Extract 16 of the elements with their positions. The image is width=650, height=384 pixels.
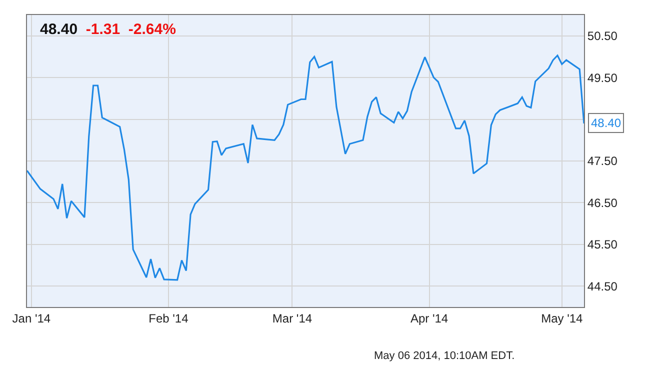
line-series xyxy=(27,54,584,281)
annotation: 48.40 xyxy=(591,116,622,130)
x-tick-label: Feb '14 xyxy=(148,311,189,326)
y-tick-label: 49.50 xyxy=(587,70,618,85)
y-tick-label: 45.50 xyxy=(587,238,618,252)
x-tick-label: May '14 xyxy=(541,311,584,326)
x-tick-label: Mar '14 xyxy=(272,311,312,326)
y-tick-label: 47.50 xyxy=(587,154,618,168)
x-tick-label: Jan '14 xyxy=(12,311,51,326)
y-tick-label: 46.50 xyxy=(587,196,618,210)
chart-subtitle: -1.31 -2.64% xyxy=(86,21,176,38)
x-tick-label: Apr '14 xyxy=(410,311,448,326)
y-tick-label: 44.50 xyxy=(587,279,618,294)
text: May 06 2014, 10:10AM EDT. xyxy=(374,350,515,362)
chart-title: 48.40 xyxy=(40,21,78,38)
y-tick-label: 50.50 xyxy=(587,29,618,44)
